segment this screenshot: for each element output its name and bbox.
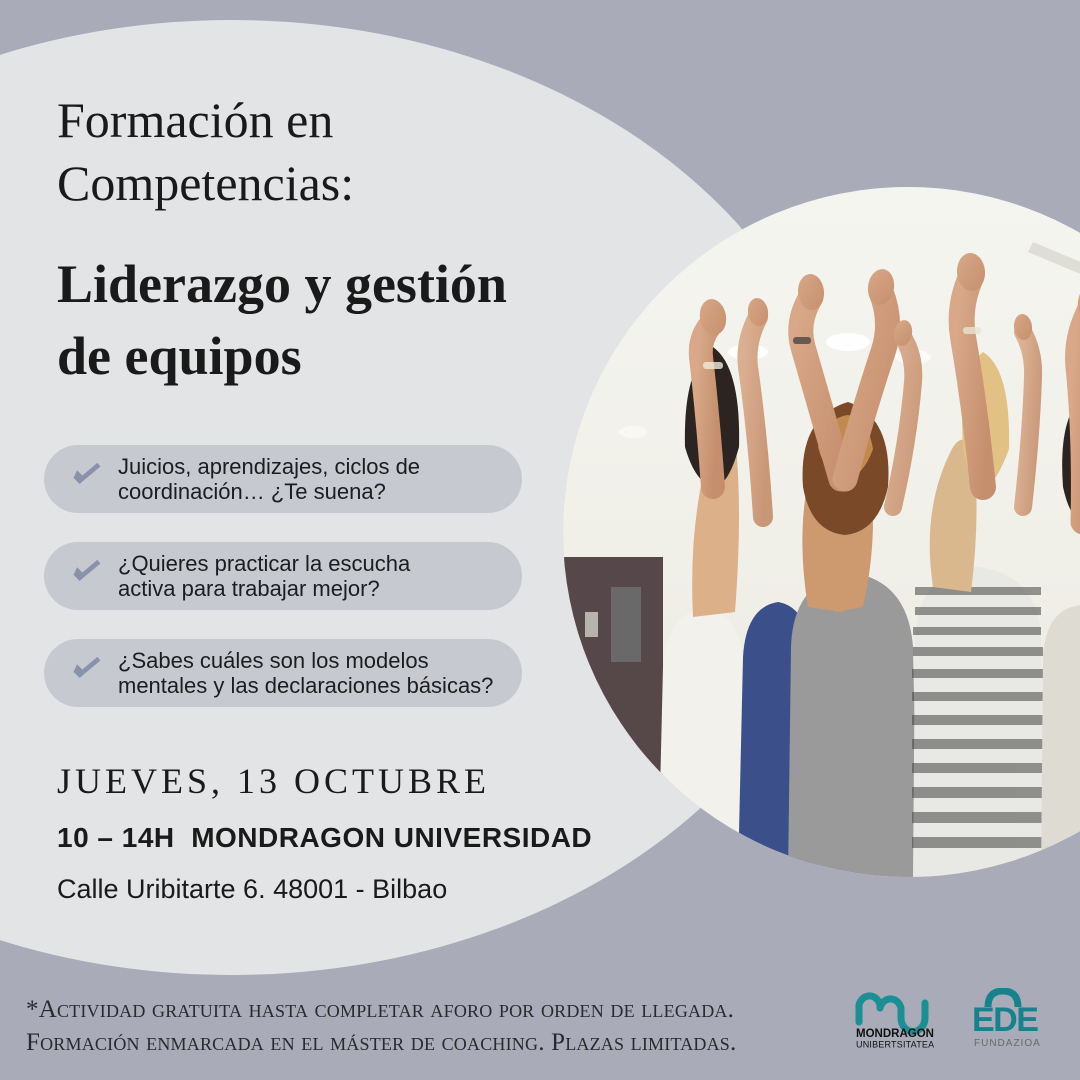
svg-text:EDE: EDE (972, 1001, 1038, 1039)
svg-text:FUNDAZIOA: FUNDAZIOA (974, 1038, 1041, 1049)
svg-text:UNIBERTSITATEA: UNIBERTSITATEA (856, 1040, 934, 1050)
svg-text:MONDRAGON: MONDRAGON (856, 1028, 934, 1040)
